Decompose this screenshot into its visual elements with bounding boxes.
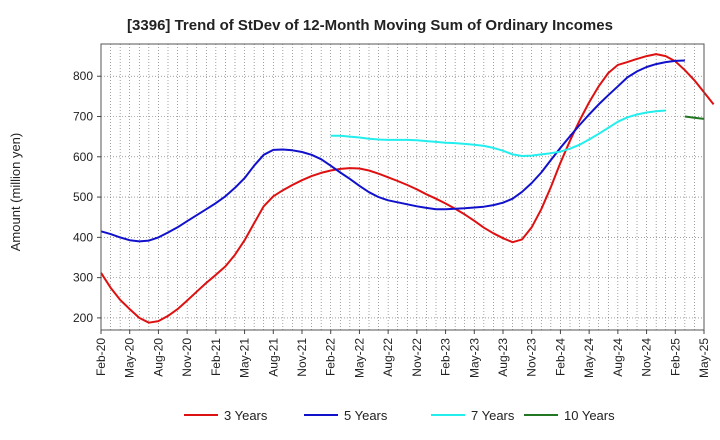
- x-tick-label: Feb-23: [439, 338, 453, 376]
- x-tick-label: May-20: [123, 338, 137, 378]
- x-tick-label: May-21: [238, 338, 252, 378]
- x-tick-label: Feb-25: [668, 338, 682, 376]
- x-tick-label: Aug-22: [381, 338, 395, 377]
- legend-label: 10 Years: [564, 408, 615, 423]
- series-line-7-years: [330, 109, 666, 157]
- grid: [101, 44, 704, 330]
- x-tick-label: Feb-21: [209, 338, 223, 376]
- y-tick-label: 800: [73, 69, 93, 83]
- y-tick-label: 500: [73, 190, 93, 204]
- x-tick-label: Nov-21: [295, 338, 309, 377]
- x-tick-label: May-22: [352, 338, 366, 378]
- y-tick-label: 200: [73, 311, 93, 325]
- legend: 3 Years 5 Years 7 Years 10 Years: [184, 408, 615, 423]
- x-tick-label: May-24: [582, 338, 596, 378]
- y-tick-label: 400: [73, 230, 93, 244]
- chart-title: [3396] Trend of StDev of 12-Month Moving…: [127, 17, 613, 34]
- x-tick-label: May-25: [697, 338, 711, 378]
- x-tick-label: Nov-24: [640, 338, 654, 377]
- x-tick-label: Aug-23: [496, 338, 510, 377]
- y-tick-label: 600: [73, 150, 93, 164]
- x-tick-label: Feb-20: [94, 338, 108, 376]
- y-axis: 200 300 400 500 600 700 800: [73, 69, 101, 325]
- x-axis: Feb-20 May-20 Aug-20 Nov-20 Feb-21 May-21 Aug-…: [94, 330, 711, 378]
- series-line-5-years: [100, 59, 685, 243]
- x-tick-label: Feb-24: [553, 338, 567, 376]
- plot-frame: [100, 43, 705, 331]
- x-tick-label: Nov-20: [180, 338, 194, 377]
- y-tick-label: 700: [73, 110, 93, 124]
- x-tick-label: Nov-22: [410, 338, 424, 377]
- x-tick-label: Nov-23: [525, 338, 539, 377]
- series-group: [100, 53, 715, 324]
- x-tick-label: Aug-24: [611, 338, 625, 377]
- x-tick-label: May-23: [467, 338, 481, 378]
- series-line-3-years: [100, 53, 715, 324]
- legend-label: 5 Years: [344, 408, 388, 423]
- x-tick-label: Aug-21: [266, 338, 280, 377]
- legend-label: 7 Years: [471, 408, 515, 423]
- series-line-10-years: [684, 115, 705, 120]
- y-axis-label: Amount (million yen): [8, 133, 23, 252]
- x-tick-label: Feb-22: [324, 338, 338, 376]
- y-tick-label: 300: [73, 271, 93, 285]
- legend-label: 3 Years: [224, 408, 268, 423]
- x-tick-label: Aug-20: [151, 338, 165, 377]
